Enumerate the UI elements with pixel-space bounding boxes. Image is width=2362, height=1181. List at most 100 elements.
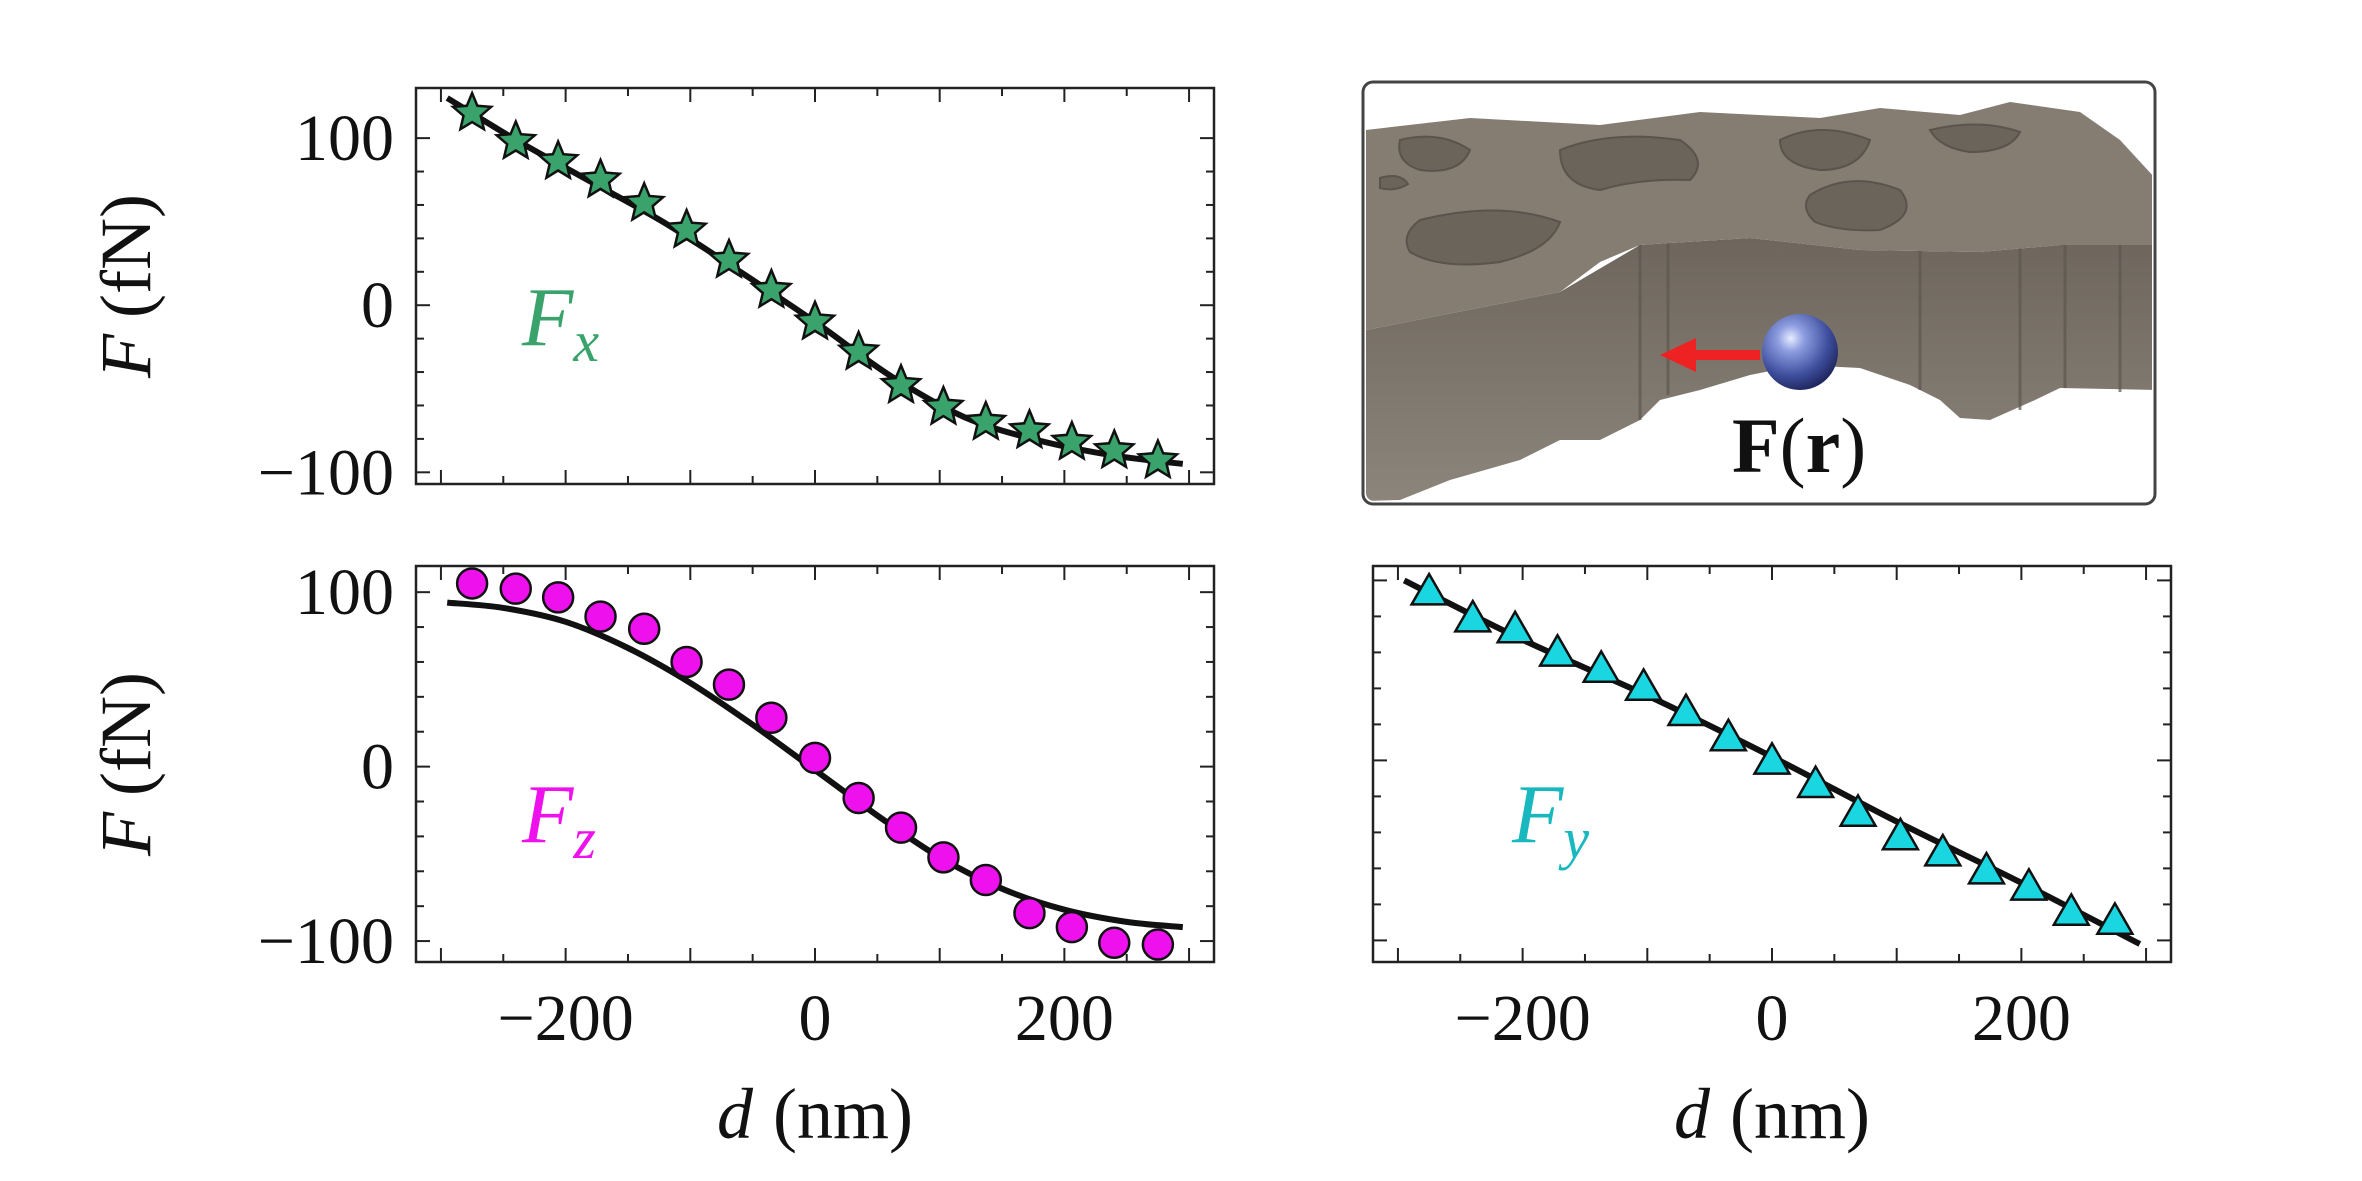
x-tick-label: 0 [1756, 982, 1789, 1055]
data-point-star [493, 118, 538, 161]
y-tick-label: 100 [295, 102, 394, 175]
data-point-circle [627, 612, 661, 646]
data-point-star [450, 89, 495, 132]
data-point-triangle [1666, 692, 1706, 727]
data-point-circle [1013, 896, 1046, 930]
x-tick-label: 0 [799, 982, 832, 1055]
data-point-circle [670, 645, 703, 679]
data-point-circle [1141, 928, 1175, 961]
y-axis-title-unit: (fN) [86, 194, 166, 318]
data-point-circle [927, 841, 960, 874]
x-axis-title: d (nm) [1674, 1074, 1870, 1154]
data-point-star [664, 206, 709, 249]
y-axis-title-var: F [86, 811, 166, 857]
surface-illustration: F(r) [1361, 80, 2157, 506]
data-point-triangle [1966, 850, 2007, 885]
data-point-star [1135, 437, 1180, 480]
data-point-circle [541, 581, 575, 614]
y-tick-label: 0 [361, 731, 394, 804]
force-label-open: ( [1780, 402, 1806, 489]
series-label-fx: Fx [521, 271, 599, 374]
x-axis-title-var: d [717, 1074, 754, 1154]
data-point-star [706, 236, 752, 279]
force-label: F(r) [1732, 402, 1866, 489]
wall-shading [1638, 228, 2122, 420]
data-point-circle [755, 701, 788, 735]
x-axis-title-unit: (nm) [1730, 1074, 1870, 1154]
data-point-triangle [1409, 571, 1449, 606]
data-point-star [536, 138, 581, 181]
data-point-star [1049, 418, 1094, 462]
data-point-triangle [1495, 609, 1535, 644]
y-axis-title: F (fN) [86, 194, 166, 379]
y-tick-label: −100 [258, 905, 394, 978]
axis-ticks [1373, 566, 2171, 962]
x-tick-label: −200 [498, 982, 634, 1055]
data-point-star [1007, 407, 1052, 450]
data-point-star [921, 383, 966, 426]
x-tick-labels: −200 0 200 [1455, 982, 2071, 1055]
panel-fz: 100 0 −100 −200 0 200 Fz F (fN) d (nm) [86, 556, 1216, 1154]
data-point-circle [969, 863, 1003, 897]
data-point-circle [584, 600, 617, 633]
surface-wall [1366, 238, 2152, 501]
x-tick-label: 200 [1972, 982, 2071, 1055]
x-axis-title: d (nm) [717, 1074, 913, 1154]
axis-ticks [416, 88, 1214, 484]
data-point-circle [455, 567, 489, 600]
x-tick-label: −200 [1455, 982, 1591, 1055]
series-label-fy: Fy [1511, 768, 1589, 871]
data-point-circle [1098, 926, 1131, 960]
series-label-main: F [521, 768, 575, 861]
data-point-triangle [1623, 666, 1664, 702]
data-markers [455, 567, 1175, 961]
data-markers [1409, 571, 2135, 936]
series-label-sub: z [572, 806, 596, 871]
data-point-circle [798, 741, 832, 775]
data-point-triangle [1923, 832, 1963, 867]
data-point-star [749, 266, 794, 310]
surface-holes [1379, 123, 2022, 266]
data-point-triangle [2051, 891, 2091, 927]
data-point-circle [1055, 910, 1089, 944]
series-label-fz: Fz [521, 768, 596, 871]
data-point-star [878, 362, 924, 405]
x-axis-title-var: d [1674, 1074, 1711, 1154]
data-point-star [622, 180, 667, 223]
axis-ticks [416, 566, 1214, 962]
y-axis-title: F (fN) [86, 672, 166, 857]
data-point-triangle [2009, 866, 2049, 901]
data-point-triangle [1708, 717, 1748, 752]
data-point-triangle [1537, 632, 1578, 667]
y-tick-label: 0 [361, 269, 394, 342]
panel-fx: 100 0 −100 Fx F (fN) [86, 86, 1216, 509]
data-point-circle [499, 572, 532, 605]
series-label-sub: y [1558, 806, 1589, 871]
panel-fy: −200 0 200 Fy d (nm) [1371, 564, 2173, 1154]
data-point-triangle [1796, 764, 1836, 799]
x-tick-label: 200 [1015, 982, 1114, 1055]
data-point-star [1092, 427, 1137, 470]
data-point-star [836, 328, 881, 371]
series-label-sub: x [572, 309, 599, 374]
y-axis-title-unit: (fN) [86, 672, 166, 796]
force-label-close: ) [1840, 402, 1866, 489]
data-point-triangle [1880, 816, 1921, 851]
series-label-main: F [521, 271, 575, 364]
particle-sphere [1762, 314, 1838, 390]
data-point-triangle [1581, 648, 1621, 684]
force-label-main: F [1732, 402, 1780, 489]
data-point-triangle [1752, 740, 1792, 775]
x-axis-title-unit: (nm) [773, 1074, 913, 1154]
y-tick-labels: 100 0 −100 [258, 102, 394, 509]
data-point-triangle [1838, 792, 1878, 828]
data-point-circle [842, 781, 875, 815]
force-label-arg: r [1806, 402, 1841, 489]
data-point-star [963, 398, 1008, 442]
force-arrow [1660, 338, 1760, 372]
y-tick-labels: 100 0 −100 [258, 556, 394, 978]
y-tick-label: −100 [258, 436, 394, 509]
data-point-star [578, 156, 623, 199]
y-axis-title-var: F [86, 333, 166, 379]
